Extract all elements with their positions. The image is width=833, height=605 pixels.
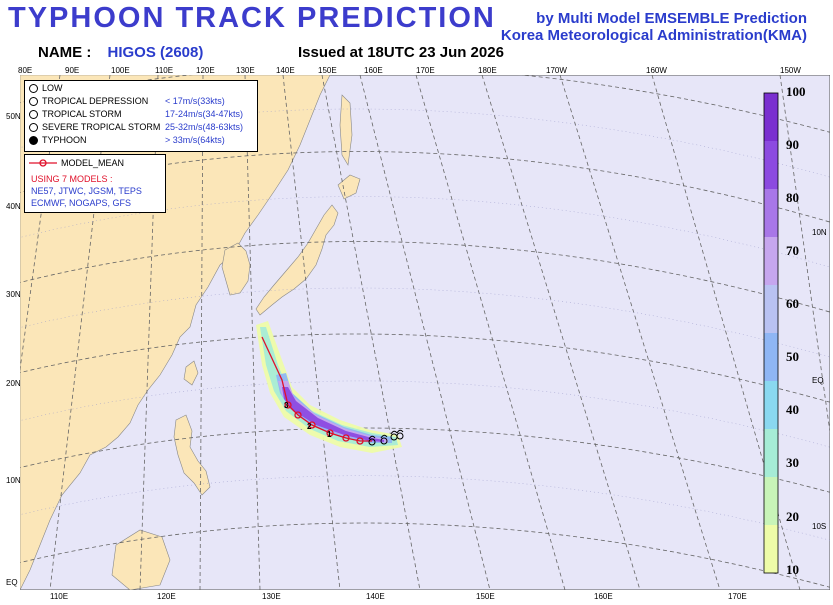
top-lon-label: 160W (646, 66, 667, 75)
model-mean-label: MODEL_MEAN (61, 158, 125, 168)
bottom-lon-label: 110E (50, 592, 69, 601)
top-lon-label: 110E (155, 66, 174, 75)
colorbar-label: 30 (786, 455, 799, 471)
right-lat-label: EQ (812, 376, 824, 385)
right-lat-label: 10N (812, 228, 827, 237)
land-sakhalin (339, 94, 353, 166)
model-mean-icon (29, 159, 57, 167)
bottom-lon-label: 170E (728, 592, 747, 601)
probability-colorbar (763, 92, 779, 574)
legend-item-label: SEVERE TROPICAL STORM (42, 122, 161, 132)
left-lat-label: 10N (6, 476, 21, 485)
left-lat-label: EQ (6, 578, 18, 587)
model-legend: MODEL_MEAN USING 7 MODELS : NE57, JTWC, … (24, 154, 166, 213)
colorbar-label: 90 (786, 137, 799, 153)
intensity-legend: LOW TROPICAL DEPRESSION < 17m/s(33kts) TROP… (24, 80, 258, 152)
page-title: TYPHOON TRACK PREDICTION (8, 2, 496, 34)
colorbar-label: 100 (786, 84, 806, 99)
legend-item-value: 25-32m/s(48-63kts) (165, 122, 244, 132)
track-number-1: 1 (327, 430, 332, 439)
typhoon-name: HIGOS (2608) (107, 44, 204, 61)
legend-item: TROPICAL STORM (29, 109, 122, 120)
model-list-2: ECMWF, NOGAPS, GFS (31, 198, 132, 208)
bottom-lon-label: 140E (366, 592, 385, 601)
legend-item: TYPHOON (29, 135, 87, 146)
colorbar-label: 20 (786, 508, 799, 524)
left-lat-label: 40N (6, 202, 21, 211)
crossed-circle-icon (29, 97, 38, 107)
model-list-1: NE57, JTWC, JGSM, TEPS (31, 186, 142, 196)
bottom-lon-label: 120E (157, 592, 176, 601)
track-number-2: 2 (307, 422, 312, 431)
colorbar-segment (764, 93, 778, 141)
swath-30 (260, 327, 398, 447)
storm-filled-icon (29, 136, 38, 146)
land-korea (221, 242, 251, 296)
land-japan (255, 204, 339, 316)
top-lon-label: 150W (780, 66, 801, 75)
typhoon-name-row: NAME : HIGOS (2608) (38, 44, 203, 61)
top-lon-label: 150E (318, 66, 337, 75)
track-number-3: 3 (284, 401, 289, 410)
track-markers (284, 401, 364, 445)
land-taiwan (183, 360, 199, 386)
top-lon-label: 160E (364, 66, 383, 75)
top-lon-label: 90E (65, 66, 80, 75)
colorbar-label: 70 (786, 243, 799, 259)
top-lon-label: 170W (546, 66, 567, 75)
storm-symbols (368, 429, 404, 446)
left-lat-label: 30N (6, 290, 21, 299)
colorbar-segment (764, 381, 778, 429)
colorbar-label: 40 (786, 402, 799, 418)
legend-item: TROPICAL DEPRESSION (29, 96, 149, 107)
top-lon-label: 80E (18, 66, 33, 75)
legend-item-value: 17-24m/s(34-47kts) (165, 109, 244, 119)
name-label: NAME : (38, 44, 92, 61)
using-models-label: USING 7 MODELS : (31, 174, 113, 184)
forecast-map: 3 2 1 (20, 75, 830, 590)
swath-10 (256, 321, 402, 453)
colorbar-label: 10 (786, 561, 799, 577)
colorbar-label: 60 (786, 296, 799, 312)
legend-item-label: TROPICAL DEPRESSION (42, 96, 149, 106)
open-circle-icon (29, 84, 38, 94)
colorbar-segment (764, 429, 778, 477)
legend-item-label: LOW (42, 83, 63, 93)
issued-time: Issued at 18UTC 23 Jun 2026 (298, 44, 504, 61)
credit-line-1: by Multi Model EMSEMBLE Prediction (536, 10, 807, 27)
top-lon-label: 120E (196, 66, 215, 75)
legend-item-value: < 17m/s(33kts) (165, 96, 225, 106)
colorbar-segment (764, 333, 778, 381)
legend-item-label: TYPHOON (42, 135, 87, 145)
colorbar-segment (764, 237, 778, 285)
bottom-lon-label: 150E (476, 592, 495, 601)
legend-item: LOW (29, 83, 63, 94)
colorbar-segment (764, 285, 778, 333)
colorbar-label: 50 (786, 349, 799, 365)
legend-item-label: TROPICAL STORM (42, 109, 122, 119)
storm-open-icon (29, 110, 38, 120)
storm-dot-icon (29, 123, 38, 133)
colorbar-label: 80 (786, 190, 799, 206)
top-lon-label: 180E (478, 66, 497, 75)
bottom-lon-label: 160E (594, 592, 613, 601)
left-lat-label: 20N (6, 379, 21, 388)
colorbar-segment (764, 477, 778, 525)
left-lat-label: 50N (6, 112, 21, 121)
colorbar-border (763, 92, 779, 574)
colorbar-segment (764, 525, 778, 573)
top-lon-label: 170E (416, 66, 435, 75)
track-line (261, 336, 372, 442)
legend-item-value: > 33m/s(64kts) (165, 135, 225, 145)
legend-item: SEVERE TROPICAL STORM (29, 122, 161, 133)
bottom-lon-label: 130E (262, 592, 281, 601)
top-lon-label: 140E (276, 66, 295, 75)
top-lon-label: 100E (111, 66, 130, 75)
right-lat-label: 10S (812, 522, 827, 531)
colorbar-segment (764, 189, 778, 237)
colorbar-segment (764, 141, 778, 189)
credit-line-2: Korea Meteorological Administration(KMA) (500, 27, 807, 44)
top-lon-label: 130E (236, 66, 255, 75)
